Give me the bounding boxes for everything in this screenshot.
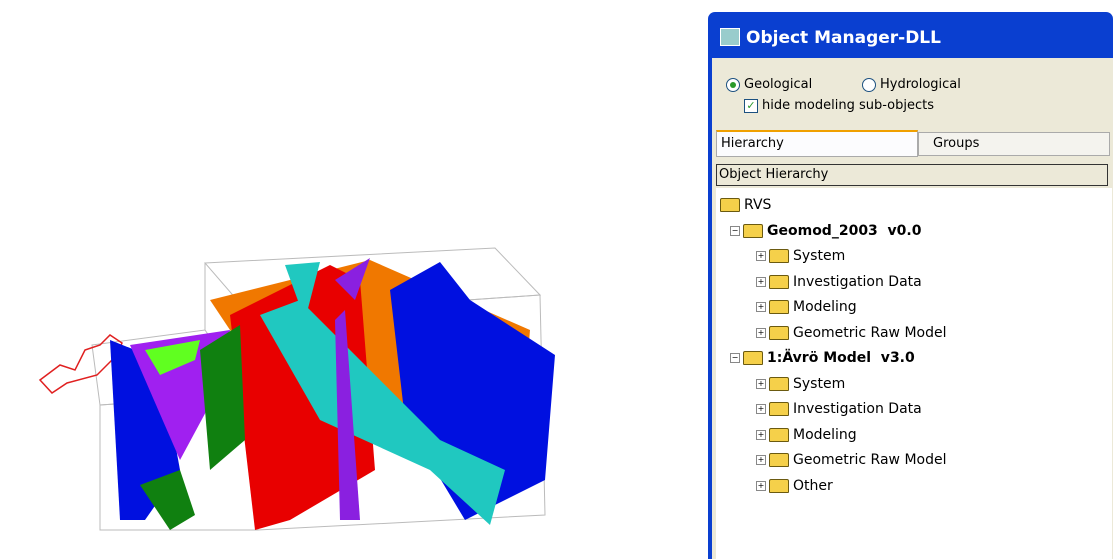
- coastline: [38, 334, 123, 394]
- tree-label[interactable]: Geometric Raw Model: [793, 324, 947, 341]
- expander[interactable]: −: [730, 353, 740, 363]
- tree-row[interactable]: + Modeling: [756, 424, 857, 446]
- expander[interactable]: +: [756, 455, 766, 465]
- tree-label[interactable]: Other: [793, 477, 833, 494]
- folder-icon: [769, 453, 789, 467]
- folder-icon: [769, 325, 789, 340]
- checkbox[interactable]: ✓: [744, 99, 758, 113]
- fault-plane: [140, 470, 195, 530]
- expander[interactable]: −: [730, 225, 740, 236]
- tab-active[interactable]: Hierarchy: [716, 130, 918, 157]
- fault-plane: [260, 300, 505, 525]
- radio-label[interactable]: Hydrological: [880, 77, 961, 92]
- expander[interactable]: +: [756, 327, 766, 338]
- folder-icon: [769, 478, 789, 493]
- expander[interactable]: +: [756, 302, 766, 312]
- folder-icon: [769, 300, 789, 314]
- tree-label[interactable]: Investigation Data: [793, 401, 922, 417]
- radio-label[interactable]: Geological: [744, 77, 813, 92]
- tab-label[interactable]: Hierarchy: [721, 136, 784, 151]
- panel-header-label: Object Hierarchy: [719, 167, 829, 182]
- folder-icon: [720, 198, 740, 212]
- fault-plane: [145, 340, 200, 375]
- tree-view: RVS − Geomod_2003 v0.0 + System + Investigatio…: [716, 188, 1112, 559]
- tree-row[interactable]: − 1:Ävrö Model v3.0: [730, 347, 915, 369]
- expander[interactable]: +: [756, 251, 766, 261]
- tree-label[interactable]: Geometric Raw Model: [793, 452, 947, 468]
- window-body: Geological Hydrological ✓ hide modeling …: [712, 58, 1113, 559]
- window: Object Manager-DLL Geological Hydrologic…: [708, 12, 1113, 559]
- radio-button[interactable]: [862, 78, 876, 92]
- tree-label[interactable]: System: [793, 248, 846, 264]
- tree-label[interactable]: Investigation Data: [793, 273, 922, 290]
- tree-row[interactable]: + Investigation Data: [756, 271, 922, 293]
- expander[interactable]: +: [756, 378, 766, 389]
- folder-icon: [743, 351, 763, 365]
- fault-plane: [335, 258, 370, 300]
- tree-row[interactable]: + Other: [756, 475, 833, 497]
- tree-row[interactable]: + Investigation Data: [756, 398, 922, 420]
- expander[interactable]: +: [756, 480, 766, 491]
- tree-row[interactable]: + Geometric Raw Model: [756, 449, 947, 471]
- folder-icon: [743, 223, 763, 238]
- tree-row[interactable]: + Modeling: [756, 296, 857, 318]
- 3d-view: [38, 247, 555, 531]
- checkbox-label[interactable]: hide modeling sub-objects: [762, 98, 934, 113]
- tree-label[interactable]: Modeling: [793, 426, 857, 443]
- fault-plane: [285, 262, 320, 320]
- tree-label[interactable]: System: [793, 375, 846, 392]
- tree-row[interactable]: + System: [756, 373, 845, 395]
- expander[interactable]: +: [756, 276, 766, 287]
- fault-plane: [335, 310, 360, 520]
- tree-label[interactable]: Geomod_2003 v0.0: [767, 222, 922, 239]
- expander[interactable]: +: [756, 404, 766, 414]
- folder-icon: [769, 274, 789, 289]
- folder-icon: [769, 427, 789, 442]
- window-title: Object Manager-DLL: [746, 28, 941, 48]
- tree-label[interactable]: Modeling: [793, 299, 857, 315]
- tree-label[interactable]: RVS: [744, 197, 772, 213]
- tree-row[interactable]: + Geometric Raw Model: [756, 322, 947, 344]
- tab-label[interactable]: Groups: [933, 136, 980, 151]
- tree-row[interactable]: RVS: [720, 194, 771, 216]
- panel-header: Object Hierarchy: [716, 164, 1108, 186]
- tree-row[interactable]: + System: [756, 245, 845, 267]
- tree-row[interactable]: − Geomod_2003 v0.0: [730, 220, 921, 242]
- folder-icon: [769, 376, 789, 391]
- expander[interactable]: +: [756, 429, 766, 440]
- tab[interactable]: Groups: [918, 132, 1110, 156]
- folder-icon: [769, 249, 789, 263]
- app-icon: [720, 28, 740, 46]
- fault-plane: [200, 325, 245, 470]
- tree-label[interactable]: 1:Ävrö Model v3.0: [767, 350, 915, 366]
- folder-icon: [769, 402, 789, 416]
- radio-button[interactable]: [726, 78, 740, 92]
